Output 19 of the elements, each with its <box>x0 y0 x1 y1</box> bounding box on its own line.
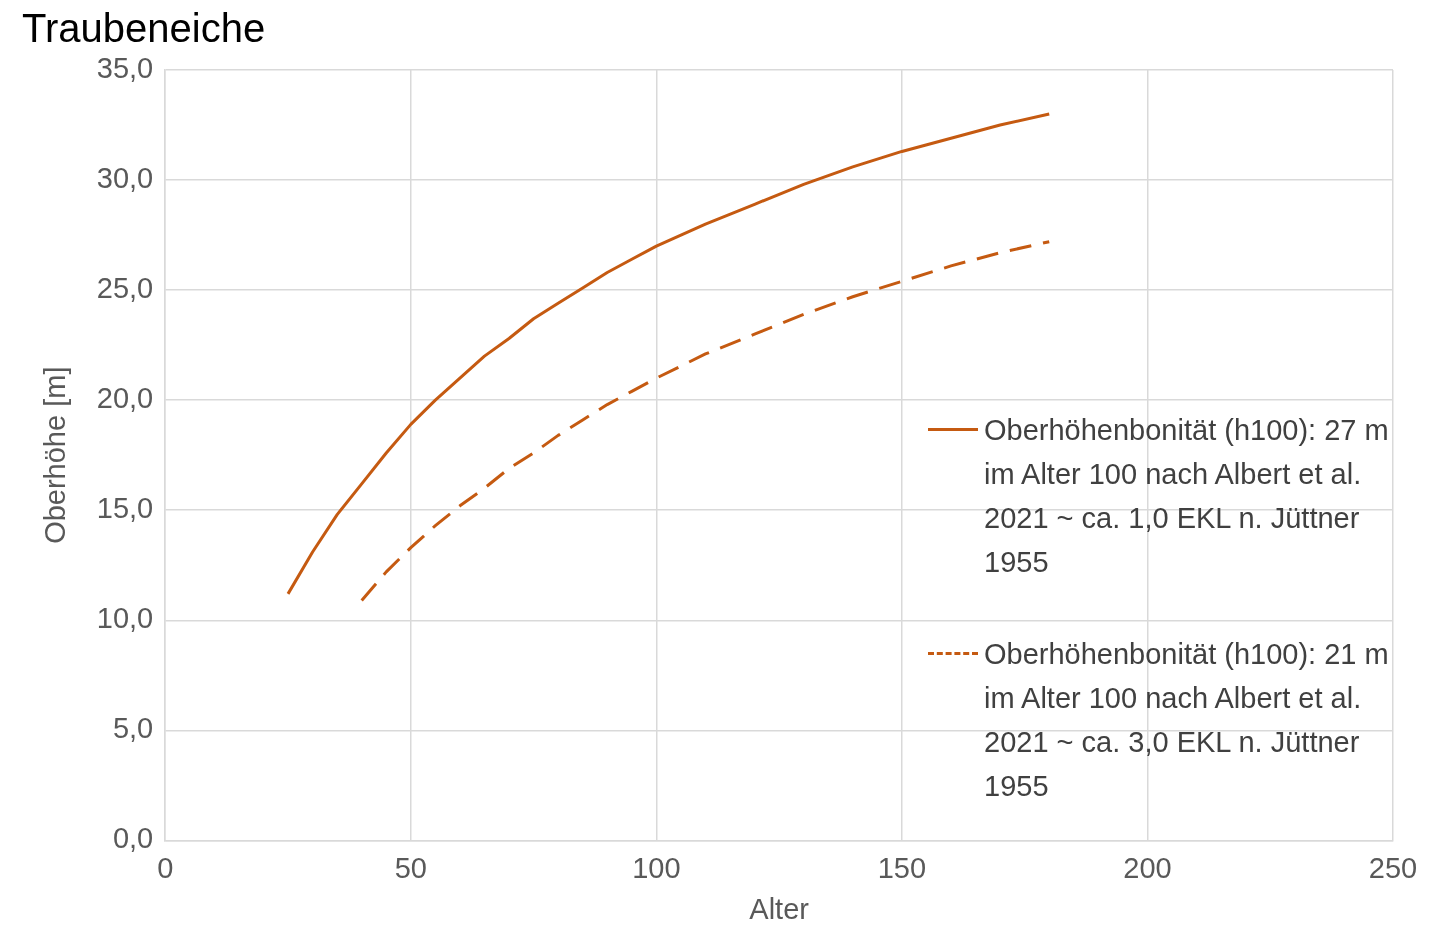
y-tick-label: 20,0 <box>96 382 154 415</box>
y-tick-label: 5,0 <box>112 712 154 745</box>
chart-title: Traubeneiche <box>22 6 266 51</box>
x-tick-label: 200 <box>1123 851 1172 884</box>
y-tick-label: 30,0 <box>96 162 154 195</box>
x-tick-label: 250 <box>1368 851 1418 884</box>
y-tick-label: 25,0 <box>96 272 154 305</box>
x-axis-title: Alter <box>749 892 810 925</box>
x-tick-label: 0 <box>157 851 174 884</box>
y-tick-label: 15,0 <box>96 492 154 525</box>
y-axis-title: Oberhöhe [m] <box>39 366 72 544</box>
legend-label: Oberhöhenbonität (h100): 27 m im Alter 100 nach Albert et al. 2021 ~ ca. 1,0 EKL n. Jüttner 1955 <box>984 413 1390 580</box>
y-tick-label: 35,0 <box>96 52 154 84</box>
x-tick-label: 150 <box>877 851 927 884</box>
y-tick-label: 0,0 <box>112 822 154 855</box>
legend-label: Oberhöhenbonität (h100): 21 m im Alter 100 nach Albert et al. 2021 ~ ca. 3,0 EKL n. Jüttner 1955 <box>984 637 1390 804</box>
y-tick-label: 10,0 <box>96 602 154 635</box>
x-tick-label: 50 <box>394 851 427 884</box>
x-tick-label: 100 <box>632 851 681 884</box>
